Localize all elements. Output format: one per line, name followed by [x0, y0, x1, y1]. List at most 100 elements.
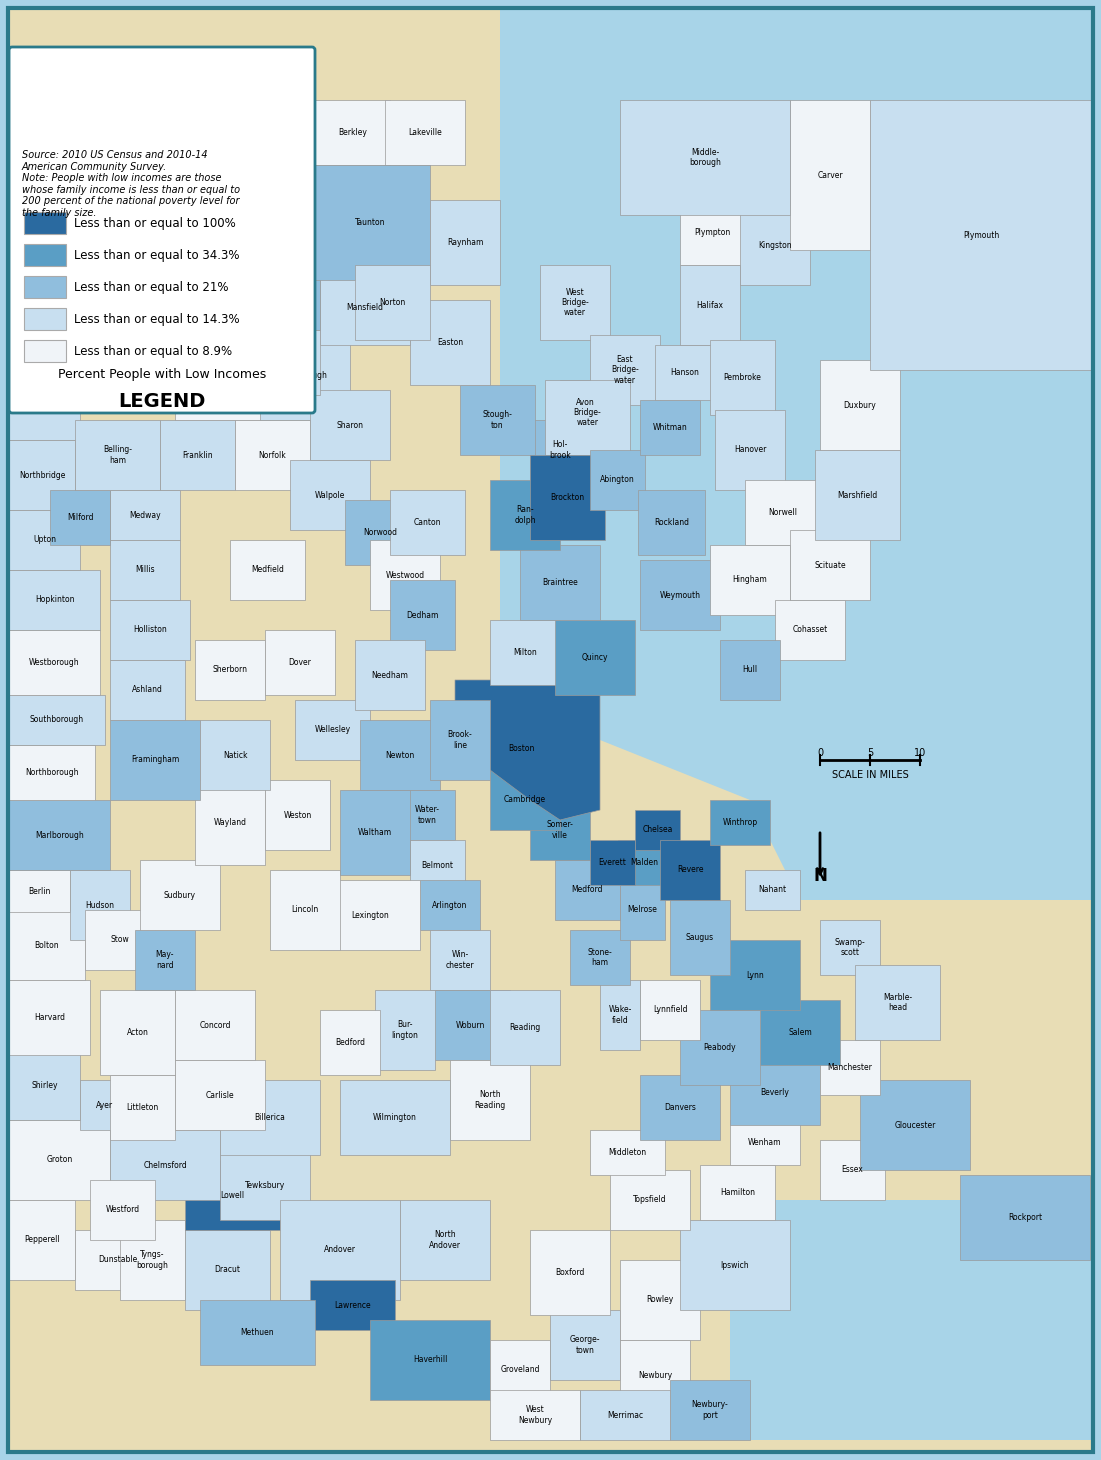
Polygon shape [640, 561, 720, 631]
Polygon shape [700, 1165, 775, 1221]
Text: Win-
chester: Win- chester [446, 950, 475, 969]
Text: Bur-
lington: Bur- lington [392, 1021, 418, 1040]
Polygon shape [175, 1060, 265, 1130]
Text: Holliston: Holliston [133, 625, 167, 635]
Text: Source: 2010 US Census and 2010-14
American Community Survey.
Note: People with : Source: 2010 US Census and 2010-14 Ameri… [22, 150, 240, 218]
Polygon shape [460, 385, 535, 456]
FancyBboxPatch shape [24, 308, 66, 330]
Polygon shape [220, 1150, 310, 1221]
Polygon shape [680, 1010, 760, 1085]
Text: Boxford: Boxford [555, 1267, 585, 1278]
Text: Kingston: Kingston [759, 241, 792, 250]
Polygon shape [820, 1140, 885, 1200]
Text: Mansfield: Mansfield [347, 304, 383, 312]
Polygon shape [9, 1050, 80, 1120]
Text: Sharon: Sharon [337, 420, 363, 429]
Text: Weymouth: Weymouth [659, 590, 700, 600]
Polygon shape [490, 1390, 580, 1440]
Text: North
Reading: North Reading [475, 1091, 505, 1110]
Text: Westford: Westford [106, 1206, 140, 1215]
Text: Wake-
field: Wake- field [609, 1006, 632, 1025]
Text: 10: 10 [914, 748, 926, 758]
Text: 5: 5 [866, 748, 873, 758]
Polygon shape [855, 965, 940, 1040]
Polygon shape [320, 880, 419, 950]
Text: Wenham: Wenham [749, 1137, 782, 1148]
Polygon shape [235, 420, 310, 491]
Polygon shape [730, 1200, 1092, 1440]
Polygon shape [390, 580, 455, 650]
Text: Halifax: Halifax [697, 301, 723, 310]
Polygon shape [680, 1221, 791, 1310]
Polygon shape [610, 1169, 690, 1229]
Text: Plainville: Plainville [270, 358, 305, 366]
Polygon shape [620, 99, 791, 215]
Polygon shape [620, 880, 665, 940]
Text: Plymouth: Plymouth [963, 231, 999, 239]
Polygon shape [230, 540, 305, 600]
Polygon shape [640, 980, 700, 1040]
Text: Harvard: Harvard [34, 1013, 65, 1022]
Polygon shape [745, 870, 800, 910]
Text: Percent People with Low Incomes: Percent People with Low Incomes [58, 368, 266, 381]
Polygon shape [185, 1161, 280, 1229]
Polygon shape [75, 420, 160, 491]
Polygon shape [430, 930, 490, 990]
Text: Abington: Abington [600, 476, 635, 485]
Polygon shape [680, 266, 740, 345]
Text: Revere: Revere [677, 866, 704, 875]
Text: Canton: Canton [414, 518, 442, 527]
Polygon shape [280, 1200, 400, 1299]
Text: Peabody: Peabody [704, 1042, 737, 1053]
Polygon shape [390, 491, 465, 555]
Text: Framingham: Framingham [131, 755, 179, 765]
Text: Brockton: Brockton [550, 493, 585, 502]
Text: Rehoboth: Rehoboth [115, 133, 151, 142]
Text: Dracut: Dracut [215, 1266, 240, 1275]
Text: Reading: Reading [510, 1023, 541, 1032]
Polygon shape [490, 1340, 550, 1400]
Text: 0: 0 [817, 748, 824, 758]
Polygon shape [740, 204, 810, 285]
Text: Newton: Newton [385, 750, 415, 759]
Polygon shape [110, 1130, 220, 1200]
Polygon shape [345, 499, 415, 565]
Text: Mendon: Mendon [30, 350, 59, 359]
Polygon shape [175, 990, 255, 1060]
Text: Middle-
borough: Middle- borough [689, 147, 721, 168]
Text: Wellesley: Wellesley [315, 726, 350, 734]
Polygon shape [85, 910, 155, 969]
Text: N: N [813, 867, 827, 885]
Polygon shape [760, 1000, 840, 1064]
Polygon shape [75, 1229, 160, 1291]
Text: Bedford: Bedford [335, 1038, 366, 1047]
Text: Andover: Andover [324, 1245, 356, 1254]
Text: Plympton: Plympton [695, 228, 731, 237]
Text: Topsfield: Topsfield [633, 1196, 667, 1204]
Text: Merrimac: Merrimac [607, 1410, 643, 1419]
Polygon shape [315, 99, 390, 165]
Polygon shape [9, 800, 110, 870]
Text: Methuen: Methuen [241, 1329, 274, 1337]
Text: Stow: Stow [110, 936, 130, 945]
Text: Lowell: Lowell [220, 1190, 244, 1200]
Polygon shape [555, 860, 620, 920]
Text: Norfolk: Norfolk [259, 451, 286, 460]
Polygon shape [225, 245, 320, 330]
Text: Gloucester: Gloucester [894, 1120, 936, 1130]
Polygon shape [110, 600, 190, 660]
Text: Pembroke: Pembroke [723, 372, 762, 383]
Text: Cambridge: Cambridge [504, 796, 546, 804]
Text: Pepperell: Pepperell [24, 1235, 59, 1244]
Polygon shape [120, 1221, 185, 1299]
Text: Middleton: Middleton [609, 1148, 646, 1156]
Polygon shape [9, 569, 100, 631]
Polygon shape [618, 839, 671, 885]
Text: Nahant: Nahant [759, 886, 786, 895]
Text: Taunton: Taunton [355, 218, 385, 226]
Text: Quincy: Quincy [581, 653, 608, 661]
Polygon shape [9, 870, 70, 912]
Polygon shape [265, 780, 330, 850]
Text: Northbridge: Northbridge [19, 470, 65, 479]
Polygon shape [9, 1120, 110, 1200]
